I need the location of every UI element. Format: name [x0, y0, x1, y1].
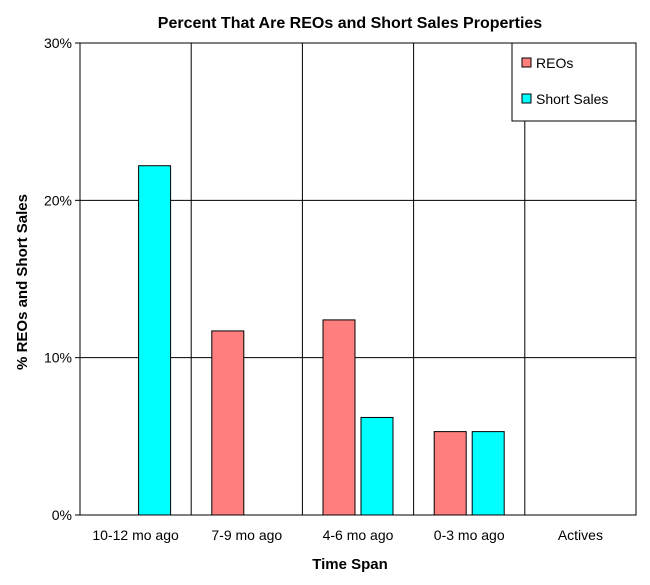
x-tick-label: 0-3 mo ago — [434, 527, 505, 543]
bar-reos — [322, 319, 356, 516]
bar-reos — [211, 330, 245, 516]
x-tick-label: 7-9 mo ago — [211, 527, 282, 543]
legend-swatch — [521, 93, 532, 104]
bar-short-sales — [138, 165, 172, 516]
y-tick-label: 20% — [44, 192, 72, 208]
y-tick-label: 10% — [44, 350, 72, 366]
x-tick-label: 10-12 mo ago — [92, 527, 179, 543]
y-axis-label: % REOs and Short Sales — [14, 194, 31, 370]
x-tick-label: Actives — [558, 527, 603, 543]
bar-short-sales — [360, 416, 394, 516]
plot-border — [79, 42, 637, 516]
bar-reos — [433, 431, 467, 516]
x-tick-label: 4-6 mo ago — [323, 527, 394, 543]
chart-title: Percent That Are REOs and Short Sales Pr… — [158, 15, 543, 32]
plot-area: 0% 10% 20% 30% 10-12 mo ago 7-9 mo ago 4-6 mo … — [44, 35, 637, 543]
y-tick-label: 0% — [52, 507, 72, 523]
legend-label: REOs — [536, 55, 573, 71]
legend-swatch — [521, 57, 532, 68]
legend-label: Short Sales — [536, 91, 608, 107]
legend-box — [511, 42, 637, 122]
y-tick-label: 30% — [44, 35, 72, 51]
x-axis-label: Time Span — [312, 556, 388, 573]
bar-short-sales — [471, 431, 505, 516]
